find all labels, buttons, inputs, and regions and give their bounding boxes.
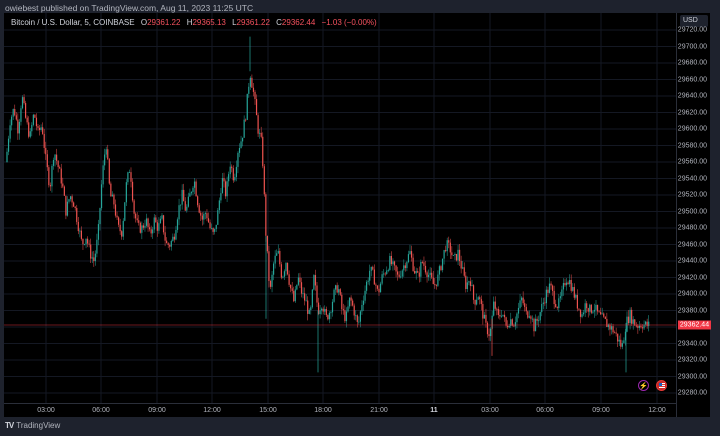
price-tick-label: 29560.00: [677, 158, 707, 166]
chart-frame: Bitcoin / U.S. Dollar, 5, COINBASE O2936…: [4, 13, 711, 418]
price-tick-label: 29680.00: [677, 59, 707, 67]
time-tick-label: 06:00: [536, 407, 554, 414]
price-tick-label: 29660.00: [677, 76, 707, 83]
price-tick-label: 29580.00: [677, 142, 707, 149]
time-tick-label: 12:00: [648, 407, 666, 414]
symbol-name[interactable]: Bitcoin / U.S. Dollar, 5, COINBASE: [11, 18, 135, 27]
price-tick-label: 29320.00: [677, 356, 707, 364]
price-tick-label: 29520.00: [677, 191, 707, 199]
price-tick-label: 29620.00: [677, 109, 707, 116]
close-value: 29362.44: [281, 18, 316, 27]
time-axis[interactable]: 03:00 06:00 09:00 12:00 15:00 18:00 21:00 11 03:…: [4, 403, 676, 418]
current-price-label: 29362.44: [678, 320, 711, 330]
time-tick-label: 03:00: [37, 407, 55, 414]
time-tick-label: 06:00: [92, 407, 110, 414]
time-tick-label: 09:00: [592, 407, 610, 414]
price-tick-label: 29460.00: [677, 241, 707, 248]
price-axis[interactable]: USD 29362.44 29720.00 29700.00 29680.00 296…: [676, 13, 711, 417]
price-tick-label: 29480.00: [677, 224, 707, 232]
price-tick-label: 29440.00: [677, 257, 707, 265]
price-tick-label: 29420.00: [677, 274, 707, 281]
tradingview-logo-icon: TV: [5, 421, 14, 430]
price-tick-label: 29500.00: [677, 208, 707, 215]
open-value: 29361.22: [147, 18, 181, 27]
price-tick-label: 29640.00: [677, 92, 707, 100]
candlestick-plot[interactable]: [4, 13, 676, 403]
us-flag-icon[interactable]: [656, 380, 667, 391]
price-tick-label: 29300.00: [677, 373, 707, 380]
price-tick-label: 29700.00: [677, 43, 707, 50]
footer: TV TradingView: [5, 421, 60, 430]
footer-brand: TradingView: [16, 421, 61, 430]
lightning-icon[interactable]: ⚡: [638, 380, 649, 391]
high-value: 29365.13: [192, 18, 226, 27]
price-tick-label: 29400.00: [677, 290, 707, 298]
time-tick-label: 03:00: [481, 407, 499, 414]
change-value: −1.03 (−0.00%): [321, 18, 377, 27]
price-tick-label: 29540.00: [677, 175, 707, 182]
price-tick-label: 29340.00: [677, 340, 707, 347]
time-tick-label: 12:00: [203, 407, 221, 414]
time-tick-label: 11: [430, 407, 438, 414]
publish-info: owiebest published on TradingView.com, A…: [5, 3, 254, 13]
price-tick-label: 29280.00: [677, 389, 707, 397]
price-tick-label: 29380.00: [677, 307, 707, 314]
time-tick-label: 09:00: [148, 407, 166, 414]
price-tick-label: 29600.00: [677, 125, 707, 133]
currency-button[interactable]: USD: [680, 15, 708, 27]
price-tick-label: 29720.00: [677, 26, 707, 34]
time-tick-label: 15:00: [259, 407, 277, 414]
low-value: 29361.22: [236, 18, 270, 27]
time-tick-label: 18:00: [314, 407, 332, 414]
symbol-legend: Bitcoin / U.S. Dollar, 5, COINBASE O2936…: [11, 18, 377, 27]
time-tick-label: 21:00: [370, 407, 388, 414]
